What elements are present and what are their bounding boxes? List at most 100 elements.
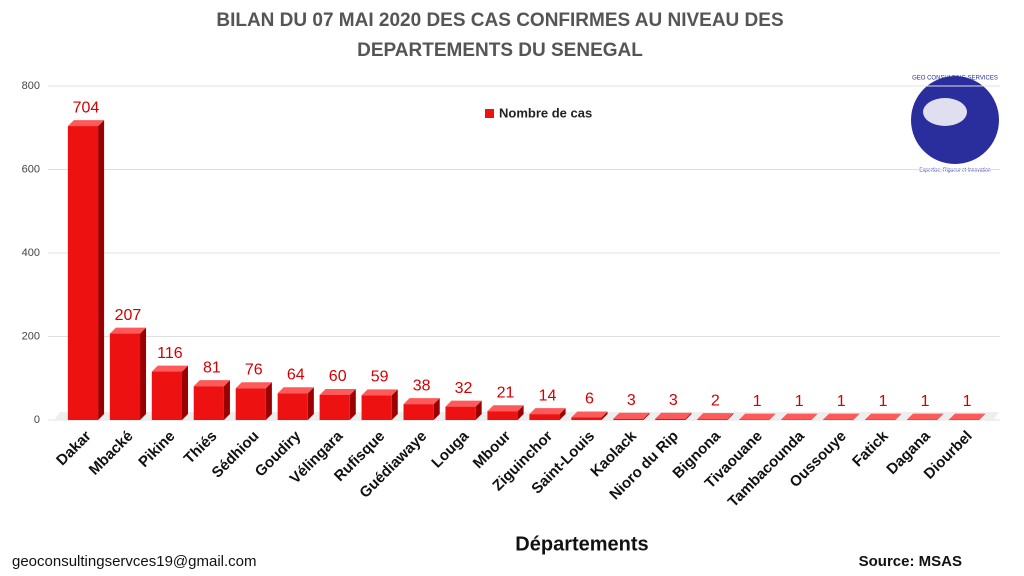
bar-top <box>613 412 650 419</box>
bar <box>67 126 99 420</box>
bar-side <box>181 365 188 420</box>
bar-top <box>445 400 482 407</box>
bar-top <box>193 380 230 387</box>
bar <box>487 411 518 420</box>
bar-side <box>727 413 734 420</box>
bar <box>529 414 560 420</box>
bar <box>277 393 308 420</box>
bar-side <box>475 400 482 420</box>
bar-side <box>433 398 440 420</box>
chart-title: BILAN DU 07 MAI 2020 DES CAS CONFIRMES A… <box>216 10 784 61</box>
data-label: 60 <box>329 368 347 385</box>
data-label: 116 <box>157 345 183 362</box>
bar-top <box>109 327 147 334</box>
x-tick-label: Mbacké <box>86 428 137 479</box>
data-label: 1 <box>963 393 972 410</box>
bar-top <box>487 405 524 412</box>
bar-side <box>643 412 650 420</box>
data-label: 2 <box>711 392 720 409</box>
data-label: 59 <box>371 369 389 386</box>
x-tick-label: Thiés <box>181 428 221 468</box>
bar-top <box>948 413 986 420</box>
data-label: 76 <box>245 361 263 378</box>
bar <box>235 388 266 420</box>
bar-side <box>307 387 314 420</box>
bar-top <box>571 411 608 418</box>
data-label: 21 <box>497 384 515 401</box>
bar-top <box>235 382 272 389</box>
bar-top <box>906 413 944 420</box>
bar-top <box>361 389 398 396</box>
bar-side <box>559 408 566 420</box>
bar <box>109 333 141 420</box>
data-label: 1 <box>921 393 930 410</box>
footer-email: geoconsultingservces19@gmail.com <box>12 553 257 570</box>
data-label: 207 <box>115 307 142 324</box>
y-tick-label: 800 <box>22 80 40 92</box>
bar <box>613 418 644 420</box>
bar-top <box>403 398 440 405</box>
data-label: 38 <box>413 377 431 394</box>
data-label: 14 <box>539 387 557 404</box>
legend-swatch <box>485 109 494 118</box>
y-tick-label: 400 <box>22 247 40 259</box>
bar <box>151 371 182 420</box>
bar-top <box>67 120 105 127</box>
bar-side <box>265 382 272 420</box>
data-label: 1 <box>795 393 804 410</box>
data-label: 6 <box>585 391 594 408</box>
bar-side <box>140 327 147 420</box>
legend-label: Nombre de cas <box>499 105 592 120</box>
bar-side <box>685 412 692 420</box>
bar-side <box>811 413 818 420</box>
bar <box>193 386 224 420</box>
y-tick-label: 600 <box>22 163 40 175</box>
data-label: 704 <box>73 99 100 116</box>
x-axis-label: Départements <box>515 533 648 555</box>
data-label: 64 <box>287 366 305 383</box>
logo: GEO CONSULTING SERVICES Expertise, Rigue… <box>911 76 999 173</box>
bar <box>445 406 476 420</box>
bar-top <box>739 413 776 420</box>
bar-side <box>769 413 776 420</box>
bar-side <box>517 405 524 420</box>
bar <box>571 417 602 420</box>
logo-motto: Expertise, Rigueur et Innovation <box>919 167 990 173</box>
data-label: 32 <box>455 380 473 397</box>
bar-top <box>697 413 734 420</box>
bar-side <box>895 413 902 420</box>
bar-side <box>391 389 398 420</box>
bar-top <box>781 413 818 420</box>
bar <box>319 394 350 420</box>
logo-name: GEO CONSULTING SERVICES <box>912 76 998 82</box>
bar-side <box>937 413 944 420</box>
data-label: 1 <box>753 393 762 410</box>
data-label: 1 <box>879 393 888 410</box>
data-label: 3 <box>627 392 636 409</box>
bar-top <box>655 412 692 419</box>
bar-side <box>223 380 230 420</box>
y-tick-label: 0 <box>34 414 40 426</box>
x-tick-label: Pikine <box>135 428 178 471</box>
data-label: 3 <box>669 392 678 409</box>
bar <box>403 404 434 420</box>
x-tick-label: Sédhiou <box>209 428 263 482</box>
data-label: 81 <box>203 359 221 376</box>
bar-top <box>823 413 860 420</box>
bar-side <box>349 388 356 420</box>
logo-land <box>923 98 967 126</box>
bar-top <box>529 408 566 415</box>
bar-top <box>151 365 188 372</box>
data-label: 1 <box>837 393 846 410</box>
bar-side <box>979 413 986 420</box>
bar-side <box>98 120 105 420</box>
footer-source: Source: MSAS <box>859 553 962 570</box>
bar-side <box>601 411 608 420</box>
y-tick-label: 200 <box>22 330 40 342</box>
bar <box>697 419 728 420</box>
bar-top <box>865 413 902 420</box>
bar-top <box>319 388 356 395</box>
bar-side <box>853 413 860 420</box>
